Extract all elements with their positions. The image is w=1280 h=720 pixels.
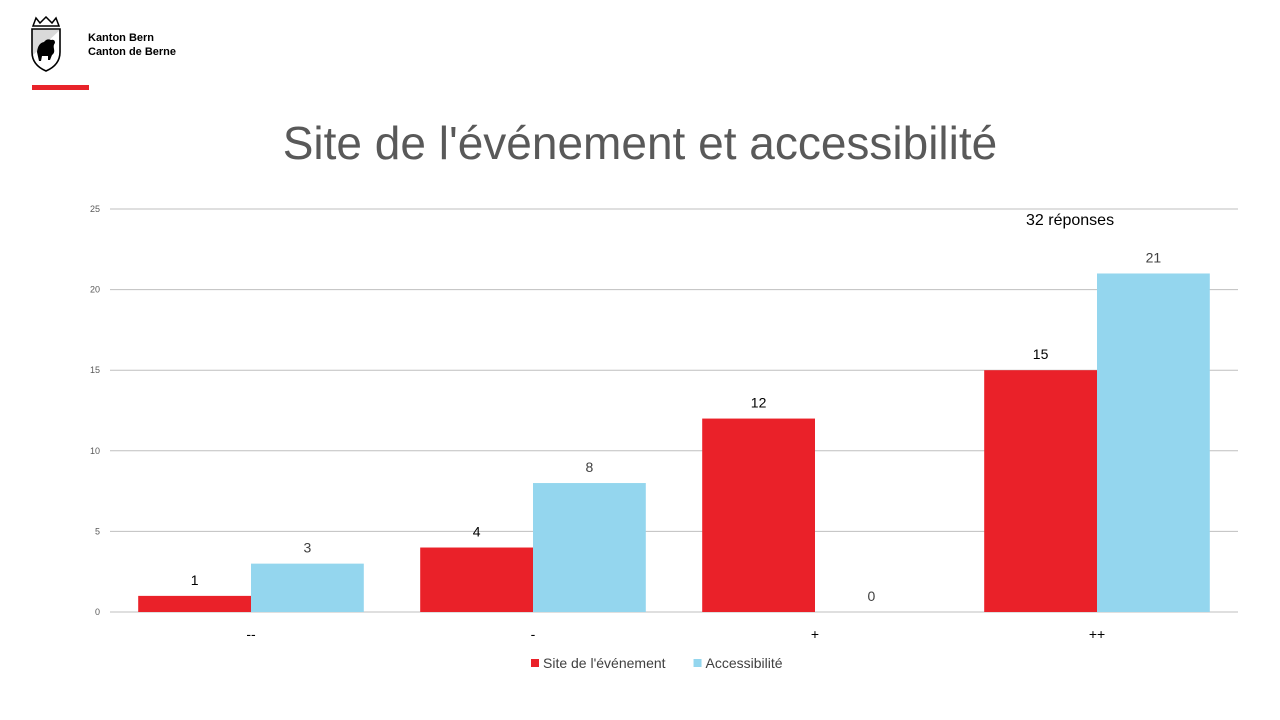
bar-site-3 [984,370,1097,612]
y-tick-label: 10 [90,446,100,456]
data-label: 15 [1033,346,1049,362]
org-name-line-2: Canton de Berne [88,46,177,58]
canton-bern-coat-of-arms-logo [31,16,61,72]
organization-name: Kanton Bern Canton de Berne [88,31,176,59]
data-label: 3 [304,540,312,556]
data-label: 21 [1146,249,1162,265]
bar-site-1 [420,547,533,612]
x-tick-label: -- [246,626,256,642]
y-tick-label: 15 [90,365,100,375]
legend-label-1: Accessibilité [706,655,783,671]
data-label: 12 [751,395,767,411]
data-label: 0 [868,588,876,604]
y-tick-label: 20 [90,285,100,295]
y-tick-label: 25 [90,204,100,214]
y-tick-label: 5 [95,526,100,536]
x-tick-label: ++ [1089,626,1105,642]
x-tick-label: + [811,626,819,642]
response-count-annotation: 32 réponses [1026,212,1115,229]
bar-accessibilite-1 [533,483,646,612]
legend-swatch-1 [693,659,702,667]
y-tick-label: 0 [95,607,100,617]
x-tick-label: - [531,626,536,642]
data-label: 1 [191,572,199,588]
bar-accessibilite-0 [251,563,364,612]
brand-red-divider [32,85,89,90]
bar-accessibilite-3 [1097,273,1210,612]
org-name-line-1: Kanton Bern [88,32,154,44]
bar-site-0 [138,595,251,612]
chart-title: Site de l'événement et accessibilité [282,117,998,169]
legend-swatch-0 [531,659,539,667]
data-label: 8 [586,459,594,475]
bar-site-2 [702,418,815,612]
data-label: 4 [473,524,481,540]
legend-label-0: Site de l'événement [543,655,666,671]
